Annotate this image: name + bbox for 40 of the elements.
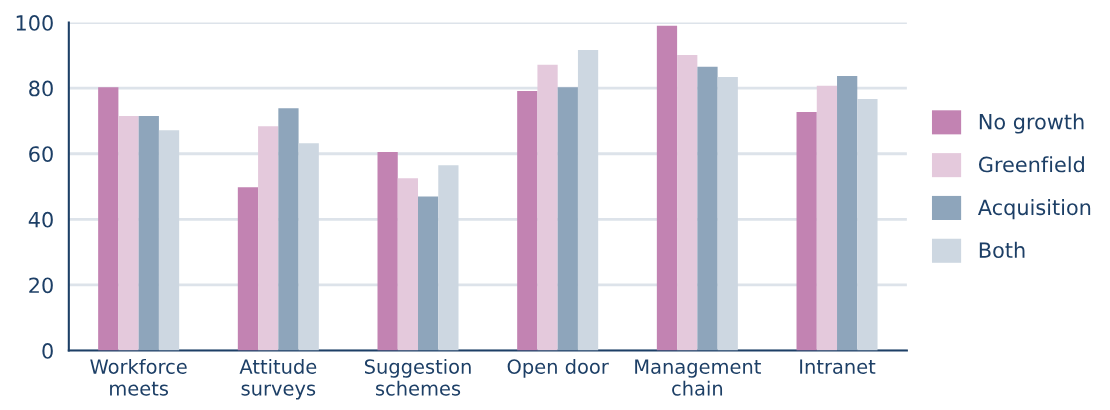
legend-label: Acquisition [977,199,1091,220]
bar [656,25,678,351]
bar [377,152,398,351]
bar [138,116,159,351]
bar [557,87,578,351]
y-tick-label: 80 [29,80,53,97]
bar [717,77,738,351]
bar [258,126,279,351]
y-tick-label: 0 [42,343,53,359]
x-tick-label: Attitude surveys [239,358,317,400]
x-tick-label: Workforce meets [90,358,187,396]
bar [837,76,858,351]
bar [278,108,299,351]
bar [537,64,558,351]
legend-label: Greenfield [978,156,1084,173]
bar [697,66,718,351]
x-tick-label: Suggestion schemes [364,358,471,396]
y-tick-label: 20 [29,277,53,294]
bar [517,91,538,351]
bar [438,165,459,351]
bar [418,196,439,351]
legend-label: Both [979,241,1025,258]
bar [98,87,119,351]
y-tick-label: 60 [29,146,53,162]
y-tick-label: 40 [28,211,53,228]
x-tick-label: Management chain [635,359,761,396]
bar [577,50,599,351]
bar [118,116,139,351]
bar [237,187,259,351]
y-tick-label: 100 [16,15,53,31]
bar [298,143,319,351]
bar [796,112,817,351]
bar [397,178,419,351]
bar [857,98,878,351]
bar [816,85,838,351]
legend-label: No growth [979,113,1084,134]
bar [677,55,698,351]
x-tick-label: Open door [507,358,609,378]
x-tick-label: Intranet [800,359,876,374]
bar [158,130,180,351]
